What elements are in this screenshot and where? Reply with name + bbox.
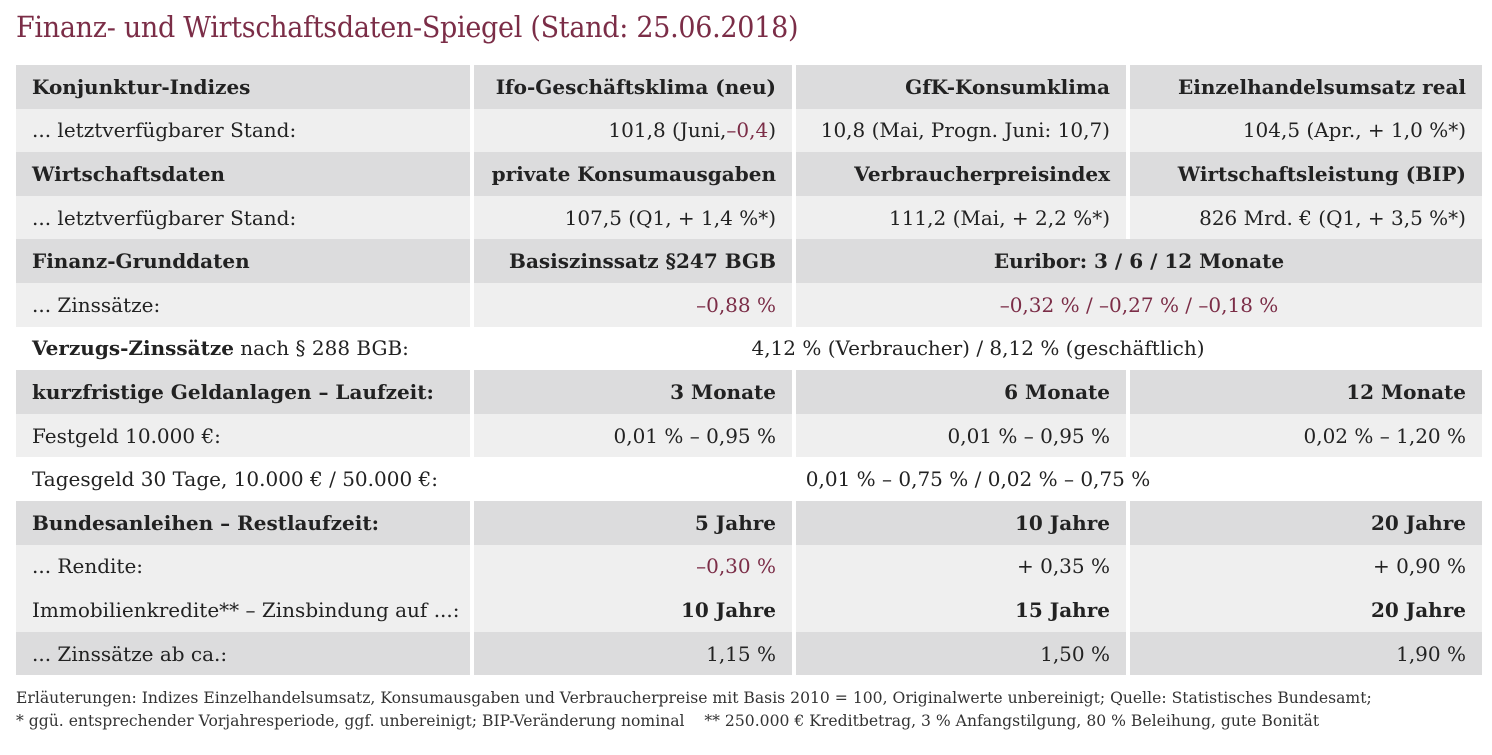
konjunktur-stand-label: ... letztverfügbarer Stand: (16, 108, 470, 153)
einzelhandel-header: Einzelhandelsumsatz real (1130, 65, 1482, 109)
column-divider (1126, 544, 1130, 589)
geld-col-12m: 12 Monate (1130, 370, 1482, 414)
geld-col-3m: 3 Monate (474, 370, 792, 414)
column-divider (470, 239, 474, 283)
column-divider (470, 195, 474, 240)
column-divider (470, 588, 474, 632)
column-divider (470, 108, 474, 153)
ifo-value-pre: 101,8 (Juni, (608, 118, 727, 143)
immo-zins-10: 1,15 % (474, 631, 792, 676)
column-divider (1126, 152, 1130, 196)
column-divider (470, 370, 474, 414)
column-divider (792, 282, 796, 327)
euribor-header: Euribor: 3 / 6 / 12 Monate (796, 239, 1482, 283)
wirtschaft-label: Wirtschaftsdaten (16, 152, 470, 196)
column-divider (792, 413, 796, 458)
column-divider (470, 152, 474, 196)
festgeld-label: Festgeld 10.000 €: (16, 413, 470, 458)
euribor-value: –0,32 % / –0,27 % / –0,18 % (796, 282, 1482, 327)
anleihen-label: Bundesanleihen – Restlaufzeit: (16, 500, 470, 545)
tagesgeld-label: Tagesgeld 30 Tage, 10.000 € / 50.000 €: (16, 457, 470, 501)
column-divider (1126, 631, 1130, 676)
festgeld-3m: 0,01 % – 0,95 % (474, 413, 792, 458)
tagesgeld-value: 0,01 % – 0,75 % / 0,02 % – 0,75 % (474, 457, 1482, 501)
geld-label: kurzfristige Geldanlagen – Laufzeit: (16, 370, 470, 414)
immo-label: Immobilienkredite** – Zinsbindung auf ..… (16, 588, 470, 632)
festgeld-12m: 0,02 % – 1,20 % (1130, 413, 1482, 458)
column-divider (470, 326, 474, 371)
page-title: Finanz- und Wirtschaftsdaten-Spiegel (St… (16, 10, 799, 44)
konjunktur-label: Konjunktur-Indizes (16, 65, 470, 109)
column-divider (792, 108, 796, 153)
bip-value: 826 Mrd. € (Q1, + 3,5 %*) (1130, 195, 1482, 240)
immo-zins-15: 1,50 % (796, 631, 1126, 676)
column-divider (1126, 500, 1130, 545)
rendite-label: ... Rendite: (16, 544, 470, 589)
wirtschaft-stand-label: ... letztverfügbarer Stand: (16, 195, 470, 240)
column-divider (792, 195, 796, 240)
column-divider (1126, 588, 1130, 632)
column-divider (792, 152, 796, 196)
column-divider (1126, 370, 1130, 414)
anleihen-col-10: 10 Jahre (796, 500, 1126, 545)
ifo-header: Ifo-Geschäftsklima (neu) (474, 65, 792, 109)
immo-zins-20: 1,90 % (1130, 631, 1482, 676)
gfk-value: 10,8 (Mai, Progn. Juni: 10,7) (796, 108, 1126, 153)
einzelhandel-value: 104,5 (Apr., + 1,0 %*) (1130, 108, 1482, 153)
verzug-label-bold: Verzugs-Zinssätze (32, 336, 234, 361)
finanz-label: Finanz-Grunddaten (16, 239, 470, 283)
verzug-label-rest: nach § 288 BGB: (233, 336, 409, 361)
rendite-5: –0,30 % (474, 544, 792, 589)
column-divider (792, 370, 796, 414)
finance-data-table: Konjunktur-Indizes Ifo-Geschäftsklima (n… (16, 65, 1482, 676)
column-divider (792, 631, 796, 676)
gfk-header: GfK-Konsumklima (796, 65, 1126, 109)
immo-zins-label: ... Zinssätze ab ca.: (16, 631, 470, 676)
column-divider (470, 282, 474, 327)
immo-col-15: 15 Jahre (796, 588, 1126, 632)
anleihen-col-5: 5 Jahre (474, 500, 792, 545)
column-divider (792, 588, 796, 632)
konsum-value: 107,5 (Q1, + 1,4 %*) (474, 195, 792, 240)
verzug-label: Verzugs-Zinssätze nach § 288 BGB: (16, 326, 470, 371)
rendite-20: + 0,90 % (1130, 544, 1482, 589)
festgeld-6m: 0,01 % – 0,95 % (796, 413, 1126, 458)
geld-col-6m: 6 Monate (796, 370, 1126, 414)
column-divider (1126, 65, 1130, 109)
column-divider (470, 500, 474, 545)
rendite-10: + 0,35 % (796, 544, 1126, 589)
footnote: Erläuterungen: Indizes Einzelhandelsumsa… (16, 686, 1407, 732)
column-divider (1126, 195, 1130, 240)
verzug-value: 4,12 % (Verbraucher) / 8,12 % (geschäftl… (474, 326, 1482, 371)
finanz-zins-label: ... Zinssätze: (16, 282, 470, 327)
column-divider (470, 457, 474, 501)
bip-header: Wirtschaftsleistung (BIP) (1130, 152, 1482, 196)
column-divider (470, 631, 474, 676)
basiszins-value: –0,88 % (474, 282, 792, 327)
immo-col-10: 10 Jahre (474, 588, 792, 632)
column-divider (792, 544, 796, 589)
anleihen-col-20: 20 Jahre (1130, 500, 1482, 545)
column-divider (470, 544, 474, 589)
column-divider (470, 65, 474, 109)
footnote-line-1: Erläuterungen: Indizes Einzelhandelsumsa… (16, 688, 1372, 707)
column-divider (792, 65, 796, 109)
vpi-header: Verbraucherpreisindex (796, 152, 1126, 196)
ifo-value-post: ) (768, 118, 776, 143)
vpi-value: 111,2 (Mai, + 2,2 %*) (796, 195, 1126, 240)
column-divider (470, 413, 474, 458)
ifo-value-change: –0,4 (726, 118, 769, 143)
ifo-value: 101,8 (Juni, –0,4) (474, 108, 792, 153)
basiszins-header: Basiszinssatz §247 BGB (474, 239, 792, 283)
column-divider (792, 500, 796, 545)
column-divider (792, 239, 796, 283)
konsum-header: private Konsumausgaben (474, 152, 792, 196)
column-divider (1126, 413, 1130, 458)
footnote-line-2: * ggü. entsprechender Vorjahresperiode, … (16, 711, 1320, 730)
immo-col-20: 20 Jahre (1130, 588, 1482, 632)
column-divider (1126, 108, 1130, 153)
